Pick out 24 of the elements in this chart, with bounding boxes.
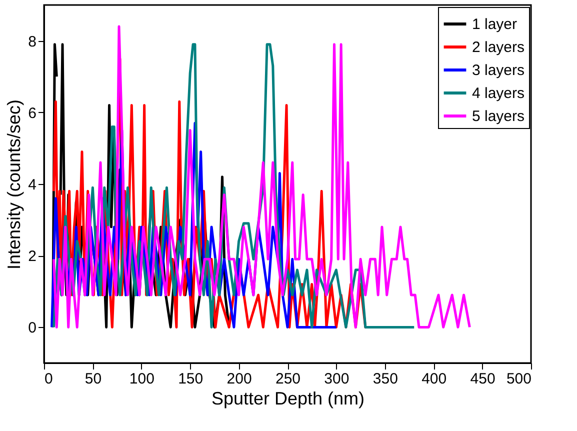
x-tick-label: 50 xyxy=(84,370,102,388)
legend-label: 4 layers xyxy=(472,85,525,102)
x-axis-title: Sputter Depth (nm) xyxy=(211,388,365,408)
legend-label: 1 layer xyxy=(472,16,518,33)
legend-label: 2 layers xyxy=(472,39,525,56)
x-tick-label: 500 xyxy=(506,370,532,388)
x-tick-label: 200 xyxy=(226,370,252,388)
y-tick-label: 0 xyxy=(28,320,36,337)
x-tick-label: 0 xyxy=(44,370,53,388)
x-tick-label: 400 xyxy=(422,370,447,388)
legend-label: 3 layers xyxy=(472,62,525,79)
x-tick-label: 250 xyxy=(275,370,301,388)
y-tick-label: 4 xyxy=(28,176,36,194)
legend-label: 5 layers xyxy=(472,108,525,125)
y-tick-label: 6 xyxy=(28,104,36,122)
x-tick-label: 150 xyxy=(178,370,204,388)
x-tick-label: 450 xyxy=(470,370,496,388)
x-tick-label: 100 xyxy=(129,370,154,388)
x-tick-label: 300 xyxy=(324,370,350,388)
y-tick-label: 2 xyxy=(28,248,36,266)
line-series xyxy=(52,25,471,328)
x-tick-label: 350 xyxy=(372,370,398,388)
y-tick-label: 8 xyxy=(28,33,36,50)
y-axis-title: Intensity (counts/sec) xyxy=(4,99,24,270)
